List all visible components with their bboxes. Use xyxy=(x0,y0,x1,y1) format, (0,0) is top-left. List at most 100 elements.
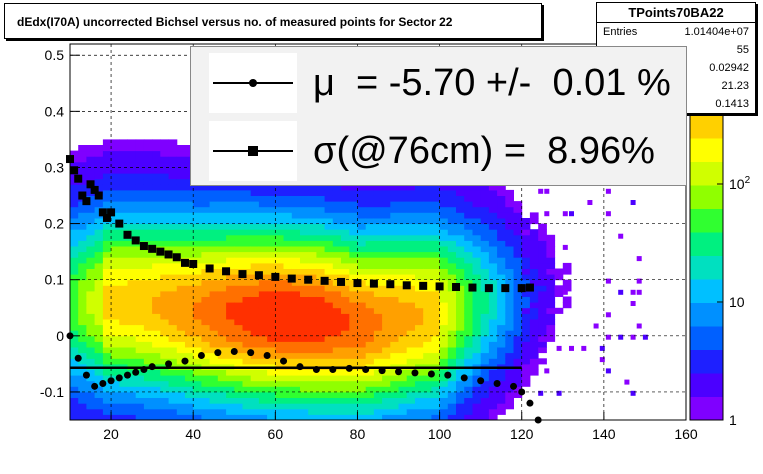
heatmap-cell xyxy=(630,289,636,295)
heatmap-cell xyxy=(529,229,539,236)
heatmap-cell xyxy=(439,285,449,292)
heatmap-cell xyxy=(488,358,498,365)
heatmap-cell xyxy=(431,414,441,421)
heatmap-cell xyxy=(86,262,96,269)
heatmap-cell xyxy=(193,375,202,382)
heatmap-cell xyxy=(102,150,112,157)
heatmap-cell xyxy=(267,285,276,292)
heatmap-cell xyxy=(464,307,473,314)
heatmap-cell xyxy=(275,223,284,230)
heatmap-cell xyxy=(415,201,424,208)
heatmap-cell xyxy=(127,335,137,342)
heatmap-cell xyxy=(94,201,104,208)
heatmap-cell xyxy=(102,167,112,174)
y-tick-label: 0 xyxy=(56,328,64,344)
heatmap-cell xyxy=(324,302,334,309)
heatmap-cell xyxy=(86,319,96,326)
heatmap-cell xyxy=(119,178,128,185)
heatmap-cell xyxy=(234,341,243,348)
heatmap-cell xyxy=(160,223,169,230)
heatmap-cell xyxy=(70,218,79,225)
heatmap-cell xyxy=(209,195,219,202)
heatmap-cell xyxy=(78,223,87,230)
heatmap-cell xyxy=(505,403,514,410)
heatmap-cell xyxy=(480,268,490,275)
stats-row: 55 xyxy=(597,41,755,59)
heatmap-cell xyxy=(349,375,358,382)
heatmap-cell xyxy=(102,358,112,365)
heatmap-cell xyxy=(382,408,391,415)
heatmap-cell xyxy=(242,347,252,354)
heatmap-cell xyxy=(70,189,79,196)
heatmap-cell xyxy=(480,347,490,354)
heatmap-cell xyxy=(250,403,260,410)
heatmap-cell xyxy=(529,251,539,258)
x-tick-label: 140 xyxy=(592,426,616,442)
data-point-square xyxy=(517,284,526,293)
heatmap-cell xyxy=(513,375,523,382)
heatmap-cell xyxy=(308,403,317,410)
heatmap-cell xyxy=(324,330,334,337)
heatmap-cell xyxy=(185,347,194,354)
heatmap-cell xyxy=(217,274,227,281)
heatmap-cell xyxy=(529,319,539,326)
heatmap-cell xyxy=(226,195,235,202)
heatmap-cell xyxy=(185,223,194,230)
heatmap-cell xyxy=(234,414,243,421)
heatmap-cell xyxy=(70,212,79,219)
heatmap-cell xyxy=(291,403,301,410)
heatmap-cell xyxy=(447,229,457,236)
heatmap-cell xyxy=(176,335,186,342)
heatmap-cell xyxy=(185,173,194,180)
data-point-circle xyxy=(444,371,452,379)
heatmap-cell xyxy=(275,408,284,415)
heatmap-cell xyxy=(497,262,506,269)
heatmap-cell xyxy=(176,229,186,236)
data-point-circle xyxy=(91,382,99,390)
stats-row: 21.23 xyxy=(597,77,755,95)
heatmap-cell xyxy=(250,330,260,337)
heatmap-cell xyxy=(382,285,391,292)
heatmap-cell xyxy=(176,330,186,337)
heatmap-cell xyxy=(94,375,104,382)
data-point-circle xyxy=(263,351,271,359)
heatmap-cell xyxy=(143,234,153,241)
heatmap-cell xyxy=(316,246,326,253)
heatmap-cell xyxy=(332,307,342,314)
heatmap-cell xyxy=(439,352,449,359)
heatmap-cell xyxy=(447,347,457,354)
heatmap-cell xyxy=(70,341,79,348)
heatmap-cell xyxy=(464,319,473,326)
heatmap-cell xyxy=(283,246,293,253)
heatmap-cell xyxy=(135,285,145,292)
heatmap-cell xyxy=(349,347,358,354)
heatmap-cell xyxy=(119,268,128,275)
heatmap-cell xyxy=(193,296,202,303)
heatmap-cell xyxy=(135,369,145,376)
heatmap-cell xyxy=(160,246,169,253)
heatmap-cell xyxy=(94,240,104,247)
heatmap-cell xyxy=(217,257,227,264)
heatmap-cell xyxy=(193,391,202,398)
heatmap-cell xyxy=(308,319,317,326)
heatmap-cell xyxy=(86,414,96,421)
heatmap-cell xyxy=(185,290,194,297)
heatmap-cell xyxy=(234,184,243,191)
heatmap-cell xyxy=(497,229,506,236)
heatmap-cell xyxy=(160,341,169,348)
heatmap-cell xyxy=(472,302,482,309)
heatmap-cell xyxy=(439,319,449,326)
heatmap-cell xyxy=(258,386,268,393)
heatmap-cell xyxy=(258,414,268,421)
heatmap-cell xyxy=(111,145,120,152)
heatmap-cell xyxy=(324,234,334,241)
heatmap-cell xyxy=(365,229,375,236)
heatmap-cell xyxy=(415,251,424,258)
heatmap-cell xyxy=(415,268,424,275)
heatmap-cell xyxy=(497,369,506,376)
heatmap-cell xyxy=(390,212,399,219)
heatmap-cell xyxy=(439,229,449,236)
heatmap-cell xyxy=(111,167,120,174)
heatmap-cell xyxy=(480,319,490,326)
heatmap-cell xyxy=(94,403,104,410)
